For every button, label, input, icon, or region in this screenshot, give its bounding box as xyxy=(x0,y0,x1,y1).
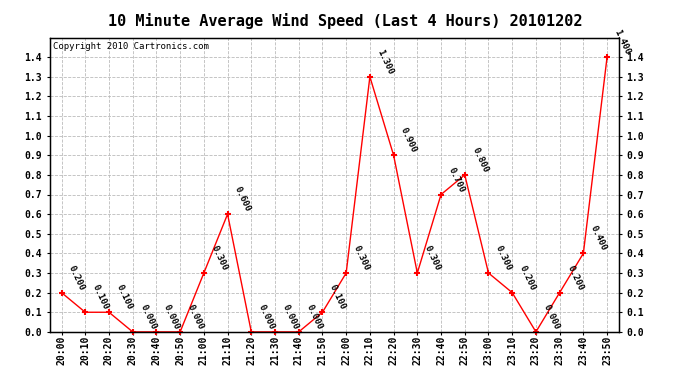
Text: Copyright 2010 Cartronics.com: Copyright 2010 Cartronics.com xyxy=(52,42,208,51)
Text: 0.100: 0.100 xyxy=(328,283,348,312)
Text: 0.100: 0.100 xyxy=(91,283,110,312)
Text: 0.600: 0.600 xyxy=(233,185,253,213)
Text: 0.000: 0.000 xyxy=(138,303,158,331)
Text: 0.000: 0.000 xyxy=(186,303,205,331)
Text: 1.400: 1.400 xyxy=(613,28,632,56)
Text: 0.300: 0.300 xyxy=(494,244,513,272)
Text: 0.300: 0.300 xyxy=(209,244,229,272)
Text: 0.200: 0.200 xyxy=(518,264,538,292)
Text: 1.300: 1.300 xyxy=(375,48,395,76)
Text: 0.300: 0.300 xyxy=(352,244,371,272)
Text: 10 Minute Average Wind Speed (Last 4 Hours) 20101202: 10 Minute Average Wind Speed (Last 4 Hou… xyxy=(108,13,582,29)
Text: 0.200: 0.200 xyxy=(565,264,584,292)
Text: 0.000: 0.000 xyxy=(304,303,324,331)
Text: 0.900: 0.900 xyxy=(399,126,419,154)
Text: 0.400: 0.400 xyxy=(589,224,609,253)
Text: 0.200: 0.200 xyxy=(67,264,87,292)
Text: 0.800: 0.800 xyxy=(471,146,490,174)
Text: 0.300: 0.300 xyxy=(423,244,442,272)
Text: 0.700: 0.700 xyxy=(446,165,466,194)
Text: 0.000: 0.000 xyxy=(257,303,277,331)
Text: 0.000: 0.000 xyxy=(162,303,181,331)
Text: 0.000: 0.000 xyxy=(281,303,300,331)
Text: 0.100: 0.100 xyxy=(115,283,134,312)
Text: 0.000: 0.000 xyxy=(542,303,561,331)
